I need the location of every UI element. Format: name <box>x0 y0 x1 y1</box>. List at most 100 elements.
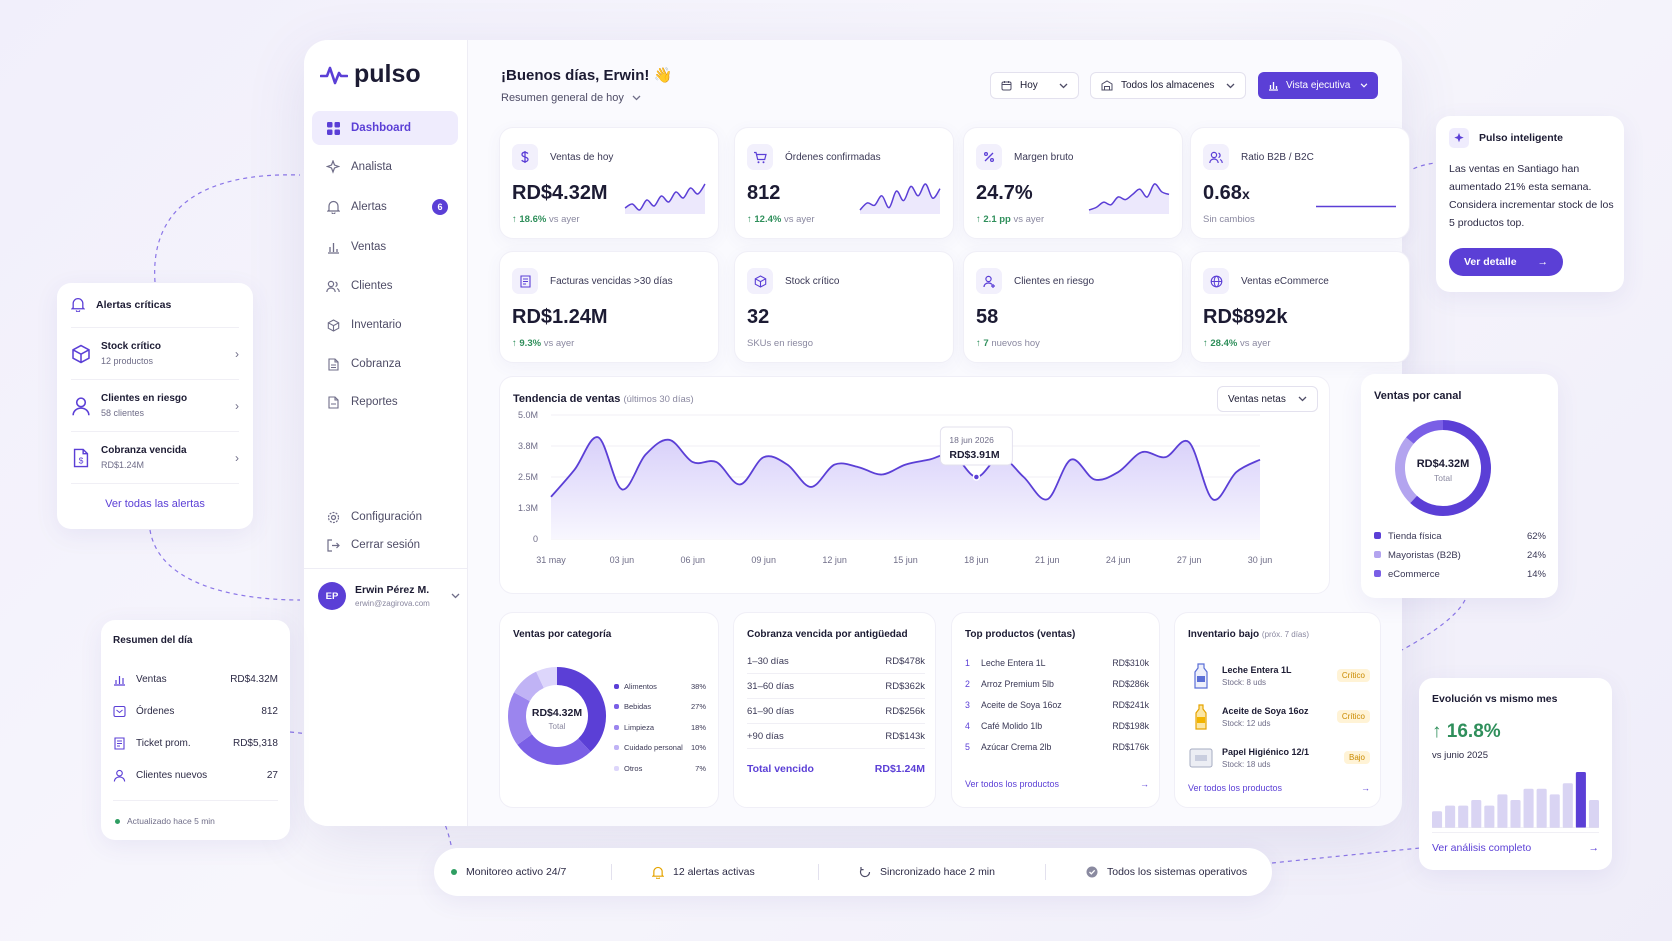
sidebar-item-label: Ventas <box>351 241 387 253</box>
chevron-down-icon <box>1226 83 1235 88</box>
status-item-monitoring: Monitoreo activo 24/7 <box>434 866 611 878</box>
updated-status: Actualizado hace 5 min <box>115 816 215 826</box>
table-row: +90 días RD$143k <box>747 724 925 749</box>
status-dot <box>451 869 457 875</box>
box-icon <box>747 268 773 294</box>
donut-center: RD$4.32M Total <box>531 707 583 731</box>
channel-donut-chart[interactable] <box>1393 418 1493 518</box>
category-donut-chart[interactable] <box>506 665 608 767</box>
app-logo[interactable]: pulso <box>320 60 421 89</box>
sidebar-item-label: Reportes <box>351 396 398 408</box>
status-item-alerts[interactable]: 12 alertas activas <box>612 866 818 879</box>
kpi-value: RD$892k <box>1203 306 1288 328</box>
svg-text:$: $ <box>79 455 84 465</box>
x-tick-label: 15 jun <box>893 555 918 565</box>
sidebar-item-cobranza[interactable]: Cobranza <box>312 347 458 381</box>
executive-view-button[interactable]: Vista ejecutiva <box>1258 72 1378 99</box>
kpi-card-stock[interactable]: Stock crítico 32 SKUs en riesgo <box>734 251 954 363</box>
sparkle-icon <box>1449 128 1469 148</box>
sidebar-item-configuracion[interactable]: Configuración <box>312 500 458 534</box>
legend-item: Mayoristas (B2B) 24% <box>1374 546 1546 565</box>
alert-item-stock[interactable]: Stock crítico 12 productos › <box>71 328 239 380</box>
percent-icon <box>976 144 1002 170</box>
user-profile[interactable]: EP Erwin Pérez M. erwin@zagirova.com <box>318 582 460 610</box>
view-detail-button[interactable]: Ver detalle → <box>1449 248 1563 276</box>
list-item: Ticket prom. RD$5,318 <box>113 727 278 759</box>
sidebar-item-ventas[interactable]: Ventas <box>312 230 458 264</box>
period-select[interactable]: Hoy <box>990 72 1079 99</box>
bar <box>1575 772 1586 828</box>
bar <box>1458 805 1469 828</box>
chevron-down-icon <box>1298 396 1307 402</box>
kpi-card-ratio[interactable]: Ratio B2B / B2C 0.68x Sin cambios <box>1190 127 1410 239</box>
x-tick-label: 06 jun <box>681 555 706 565</box>
alert-count-badge: 6 <box>432 199 448 215</box>
tooltip-value: RD$3.91M <box>949 449 999 461</box>
user-risk-icon <box>976 268 1002 294</box>
sidebar-item-reportes[interactable]: Reportes <box>312 385 458 419</box>
collections-table: 1–30 días RD$478k 31–60 días RD$362k 61–90… <box>747 649 925 789</box>
kpi-card-facturas[interactable]: Facturas vencidas >30 días RD$1.24M ↑ 9.… <box>499 251 719 363</box>
tooltip-box <box>939 426 1013 466</box>
card-title: Inventario bajo (próx. 7 días) <box>1188 629 1310 640</box>
x-tick-label: 24 jun <box>1106 555 1131 565</box>
sales-trend-chart[interactable]: 0 1.3M 2.5M 3.8M 5.0M 31 may 03 jun 06 jun 09 ju… <box>500 377 1331 595</box>
wave-icon: 👋 <box>653 67 673 84</box>
list-item: Aceite de Soya 16oz Stock: 12 uds Crítico <box>1188 696 1370 737</box>
sidebar-item-alertas[interactable]: Alertas 6 <box>312 190 458 224</box>
globe-icon <box>1203 268 1229 294</box>
kpi-label: Órdenes confirmadas <box>785 152 881 163</box>
avatar: EP <box>318 582 346 610</box>
chevron-right-icon: › <box>235 450 239 465</box>
growth-value: ↑ 16.8% <box>1432 721 1501 742</box>
x-tick-label: 21 jun <box>1035 555 1060 565</box>
logout-button[interactable]: Cerrar sesión <box>312 528 458 562</box>
view-all-inventory-link[interactable]: Ver todos los productos → <box>1188 783 1370 793</box>
divider <box>113 800 278 801</box>
sparkline-chart <box>1316 205 1396 208</box>
sparkline-chart <box>1088 183 1170 214</box>
view-analysis-link[interactable]: Ver análisis completo → <box>1432 842 1599 854</box>
chart-title: Tendencia de ventas (últimos 30 días) <box>513 393 694 405</box>
app-name: pulso <box>354 60 421 88</box>
ticket-icon <box>113 736 126 750</box>
bell-icon <box>71 297 85 312</box>
view-all-products-link[interactable]: Ver todos los productos → <box>965 779 1149 789</box>
bell-icon <box>652 866 664 879</box>
kpi-value: 812 <box>747 182 781 204</box>
view-all-alerts-link[interactable]: Ver todas las alertas <box>105 498 205 510</box>
list-item: 4 Café Molido 1lb RD$198k <box>965 721 1149 732</box>
sparkline-chart <box>624 183 706 214</box>
kpi-value: 0.68x <box>1203 182 1250 204</box>
list-item: Leche Entera 1L Stock: 8 uds Crítico <box>1188 655 1370 696</box>
sidebar-item-clientes[interactable]: Clientes <box>312 269 458 303</box>
list-item: 2 Arroz Premium 5lb RD$286k <box>965 678 1149 689</box>
warehouse-select[interactable]: Todos los almacenes <box>1090 72 1246 99</box>
kpi-note: SKUs en riesgo <box>747 338 814 349</box>
legend-item: Alimentos 38% <box>614 676 706 697</box>
alert-item-collections[interactable]: $ Cobranza vencida RD$1.24M › <box>71 432 239 484</box>
kpi-change: ↑ 2.1 pp vs ayer <box>976 214 1045 225</box>
top-products-list: 1 Leche Entera 1L RD$310k 2 Arroz Premium 5… <box>965 652 1149 758</box>
sidebar-item-dashboard[interactable]: Dashboard <box>312 111 458 145</box>
kpi-card-clientes-riesgo[interactable]: Clientes en riesgo 58 ↑ 7 nuevos hoy <box>963 251 1183 363</box>
card-title: Top productos (ventas) <box>965 629 1076 640</box>
sidebar-item-label: Clientes <box>351 280 393 292</box>
donut-slice <box>1406 420 1444 444</box>
alert-item-clients[interactable]: Clientes en riesgo 58 clientes › <box>71 380 239 432</box>
chevron-down-icon <box>451 593 460 599</box>
sidebar-item-analista[interactable]: Analista <box>312 150 458 184</box>
list-item: 5 Azúcar Crema 2lb RD$176k <box>965 742 1149 753</box>
legend-item: Cuidado personal 10% <box>614 738 706 759</box>
summary-selector[interactable]: Resumen general de hoy <box>501 92 641 104</box>
kpi-value: 32 <box>747 306 770 328</box>
kpi-card-ventas[interactable]: Ventas de hoy RD$4.32M ↑ 18.6% vs ayer <box>499 127 719 239</box>
sidebar-item-inventario[interactable]: Inventario <box>312 308 458 342</box>
metric-select[interactable]: Ventas netas <box>1217 386 1318 412</box>
sidebar-item-label: Cerrar sesión <box>351 539 421 551</box>
kpi-card-ecommerce[interactable]: Ventas eCommerce RD$892k ↑ 28.4% vs ayer <box>1190 251 1410 363</box>
kpi-card-ordenes[interactable]: Órdenes confirmadas 812 ↑ 12.4% vs ayer <box>734 127 954 239</box>
chevron-right-icon: › <box>235 346 239 361</box>
kpi-card-margen[interactable]: Margen bruto 24.7% ↑ 2.1 pp vs ayer <box>963 127 1183 239</box>
status-item-sync: Sincronizado hace 2 min <box>819 866 1045 878</box>
